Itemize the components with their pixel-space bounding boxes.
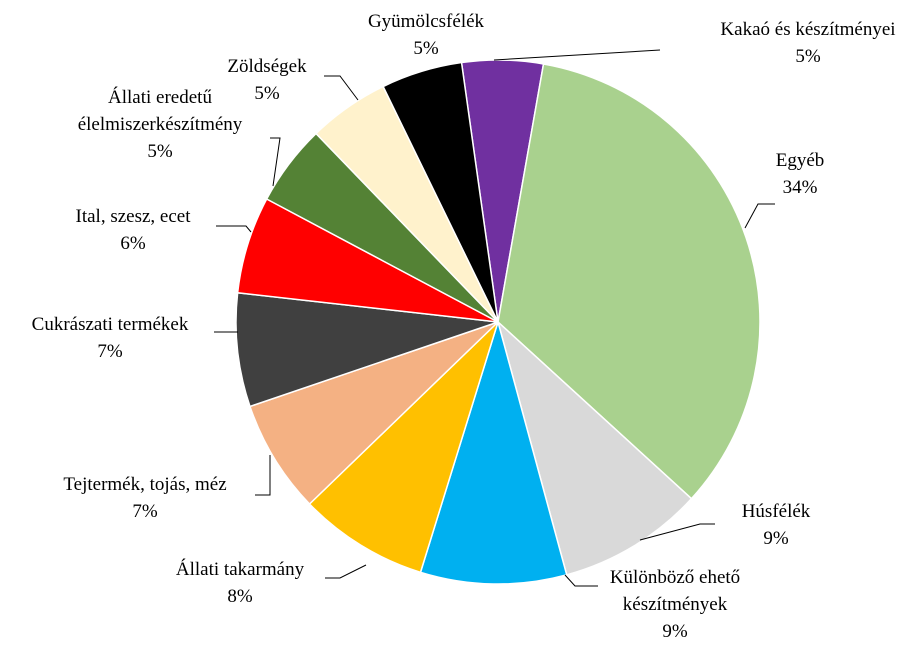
pie-slice (382, 61, 499, 323)
pie-slice (235, 291, 499, 408)
slice-label: Zöldségek (227, 56, 307, 77)
slice-label: Kakaó és készítményei (720, 19, 895, 40)
leader-line (270, 137, 281, 187)
pie-slice (496, 319, 693, 576)
pie-slice (308, 321, 499, 574)
leader-line (325, 564, 367, 579)
leader-line (255, 455, 271, 496)
slice-label: Tejtermék, tojás, méz (63, 474, 226, 495)
value-label: 9% (662, 621, 688, 642)
leader-line (324, 75, 359, 101)
slice-label: Állati takarmány (176, 558, 305, 580)
value-label: 5% (254, 83, 280, 104)
value-label: 6% (120, 233, 146, 254)
value-label: 9% (763, 528, 789, 549)
slice-label: Ital, szesz, ecet (76, 206, 192, 227)
pie-slice (497, 63, 761, 500)
leader-line (564, 574, 598, 587)
leader-line (639, 523, 715, 541)
pie-slice (419, 319, 568, 585)
slice-label: Húsfélék (742, 501, 811, 522)
value-label: 5% (795, 46, 821, 67)
slice-label: Cukrászati termékek (32, 314, 189, 335)
value-label: 7% (97, 341, 123, 362)
slice-label: Állati eredetű élelmiszerkészítmény (78, 86, 243, 135)
value-label: 5% (147, 141, 173, 162)
slice-label: Egyéb (776, 150, 825, 171)
leader-line (216, 225, 252, 233)
value-label: 5% (413, 38, 439, 59)
leader-line (493, 49, 661, 61)
value-label: 7% (132, 501, 158, 522)
leader-line (744, 203, 775, 229)
value-label: 34% (783, 177, 818, 198)
slice-label: Különböző ehető készítmények (610, 567, 740, 615)
slice-label: Gyümölcsfélék (368, 11, 485, 32)
pie-slice (249, 321, 499, 506)
value-label: 8% (227, 586, 253, 607)
